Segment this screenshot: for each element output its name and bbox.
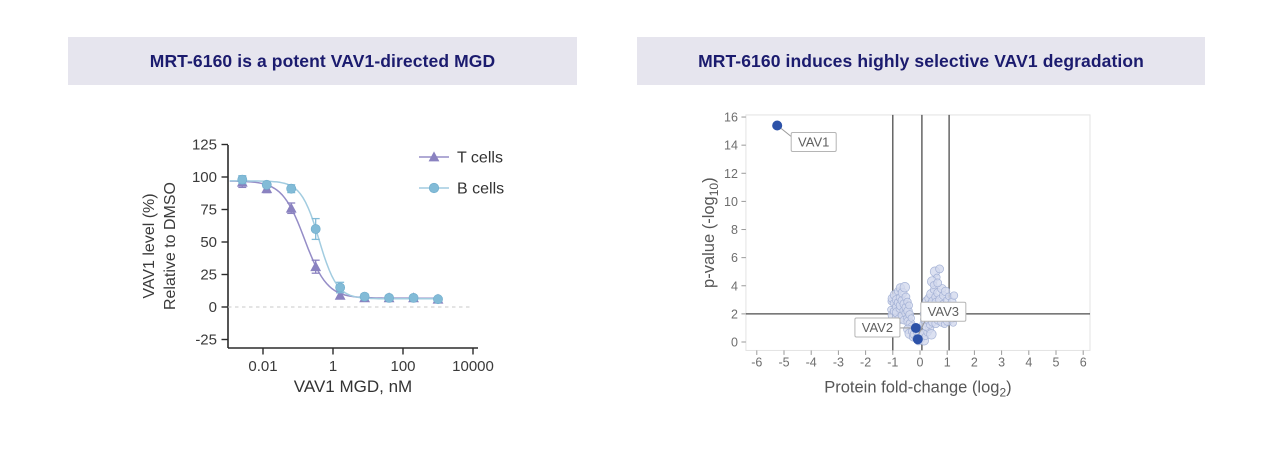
svg-text:3: 3	[998, 355, 1005, 369]
svg-text:VAV1: VAV1	[798, 134, 829, 149]
x-axis-label: VAV1 MGD, nM	[294, 377, 412, 396]
vav-labels: VAV1 VAV2 VAV3	[780, 128, 967, 338]
svg-text:1: 1	[329, 358, 337, 375]
svg-text:4: 4	[1025, 355, 1032, 369]
volcano-title-text: MRT-6160 induces highly selective VAV1 d…	[698, 50, 1144, 71]
svg-text:0: 0	[731, 336, 738, 350]
label-box-vav3	[920, 301, 967, 322]
svg-text:-5: -5	[778, 355, 789, 369]
point-vav3	[912, 334, 923, 345]
svg-text:-6: -6	[751, 355, 762, 369]
legend: T cells B cells	[419, 150, 504, 198]
svg-text:14: 14	[724, 139, 738, 153]
label-box-vav1	[790, 131, 837, 152]
x-axis-label: Protein fold-change (log2)	[824, 378, 1011, 399]
svg-text:6: 6	[1080, 355, 1087, 369]
svg-text:125: 125	[192, 137, 217, 154]
svg-text:4: 4	[731, 279, 738, 293]
svg-text:-1: -1	[887, 355, 898, 369]
axes: -25 0 25 50 75 100 125 0.01 1 100 10000	[192, 137, 494, 376]
legend-label: T cells	[457, 150, 503, 167]
dose-response-title-text: MRT-6160 is a potent VAV1-directed MGD	[149, 50, 496, 71]
volcano-title-bar: MRT-6160 induces highly selective VAV1 d…	[637, 37, 1205, 85]
svg-text:100: 100	[192, 169, 217, 186]
svg-text:10000: 10000	[452, 358, 494, 375]
dose-response-title-bar: MRT-6160 is a potent VAV1-directed MGD	[68, 37, 577, 85]
svg-text:VAV2: VAV2	[862, 320, 893, 335]
svg-text:16: 16	[724, 111, 738, 125]
svg-text:VAV3: VAV3	[928, 304, 959, 319]
label-box-vav2	[854, 317, 901, 338]
y-axis-label-line1: VAV1 level (%)	[141, 193, 158, 298]
point-vav2	[910, 322, 921, 333]
b-cells-series	[229, 174, 443, 305]
svg-text:-25: -25	[195, 332, 217, 349]
plot-area	[745, 114, 1091, 351]
svg-text:6: 6	[731, 251, 738, 265]
svg-text:10: 10	[724, 195, 738, 209]
svg-text:-3: -3	[833, 355, 844, 369]
svg-text:1: 1	[944, 355, 951, 369]
svg-text:2: 2	[971, 355, 978, 369]
svg-text:12: 12	[724, 167, 738, 181]
svg-text:0: 0	[209, 299, 217, 316]
svg-text:75: 75	[200, 202, 217, 219]
svg-text:5: 5	[1053, 355, 1060, 369]
y-axis-label: p-value (-log10)	[700, 177, 721, 288]
y-axis-label-line2: Relative to DMSO	[162, 182, 179, 310]
svg-text:100: 100	[390, 358, 415, 375]
svg-text:0.01: 0.01	[248, 358, 277, 375]
svg-text:0: 0	[917, 355, 924, 369]
svg-text:2: 2	[731, 307, 738, 321]
svg-text:8: 8	[731, 223, 738, 237]
dose-response-chart: -25 0 25 50 75 100 125 0.01 1 100 10000 VAV1 MGD, n…	[141, 137, 504, 397]
svg-text:-4: -4	[806, 355, 817, 369]
svg-text:50: 50	[200, 234, 217, 251]
legend-label: B cells	[457, 181, 504, 198]
svg-text:-2: -2	[860, 355, 871, 369]
svg-text:25: 25	[200, 267, 217, 284]
point-vav1	[772, 120, 783, 131]
fit-curve	[229, 180, 440, 300]
vav-highlight-points	[772, 120, 923, 345]
